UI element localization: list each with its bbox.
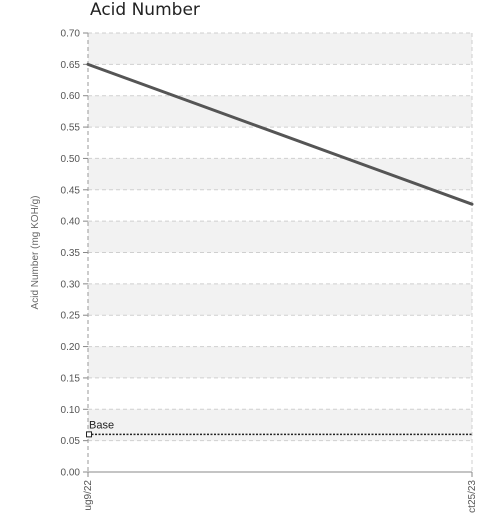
chart-title: Acid Number bbox=[90, 0, 200, 20]
y-axis-label: Acid Number (mg KOH/g) bbox=[30, 196, 41, 310]
series-lines bbox=[86, 62, 474, 206]
reference-marker bbox=[86, 431, 92, 438]
grid-band bbox=[88, 283, 472, 316]
x-tick-labels: ug9/22 ct25/23 bbox=[83, 480, 478, 513]
grid-band bbox=[88, 95, 472, 128]
y-tick-label: 0.30 bbox=[61, 279, 81, 290]
y-tick-label: 0.45 bbox=[61, 185, 81, 196]
y-tick-label: 0.05 bbox=[61, 436, 81, 447]
y-tick-label: 0.10 bbox=[61, 405, 81, 416]
grid-band bbox=[88, 409, 472, 441]
grid-band bbox=[88, 221, 472, 253]
series-line bbox=[86, 62, 474, 206]
y-tick-label: 0.40 bbox=[61, 217, 81, 228]
y-tick-label: 0.60 bbox=[61, 91, 81, 102]
y-tick-label: 0.65 bbox=[61, 60, 81, 71]
y-tick-label: 0.70 bbox=[61, 29, 81, 40]
y-tick-labels: 0.70 0.65 0.60 0.55 0.50 0.45 0.40 0.35 0.30 0.25… bbox=[61, 29, 81, 479]
y-tick-label: 0.15 bbox=[61, 373, 81, 384]
y-tick-label: 0.35 bbox=[61, 248, 81, 259]
x-tick-label: ug9/22 bbox=[83, 480, 94, 511]
y-tick-label: 0.25 bbox=[61, 311, 81, 322]
grid-band bbox=[88, 346, 472, 378]
axes bbox=[83, 32, 473, 477]
x-tick-label: ct25/23 bbox=[467, 480, 478, 513]
grid-band bbox=[88, 158, 472, 190]
y-tick-label: 0.50 bbox=[61, 154, 81, 165]
y-tick-label: 0.20 bbox=[61, 342, 81, 353]
reference-label: Base bbox=[89, 419, 114, 431]
grid-bands bbox=[88, 33, 472, 441]
reference-lines: Base bbox=[86, 419, 472, 438]
grid-band bbox=[88, 33, 472, 65]
y-tick-label: 0.55 bbox=[61, 123, 81, 134]
y-tick-label: 0.00 bbox=[61, 468, 81, 479]
